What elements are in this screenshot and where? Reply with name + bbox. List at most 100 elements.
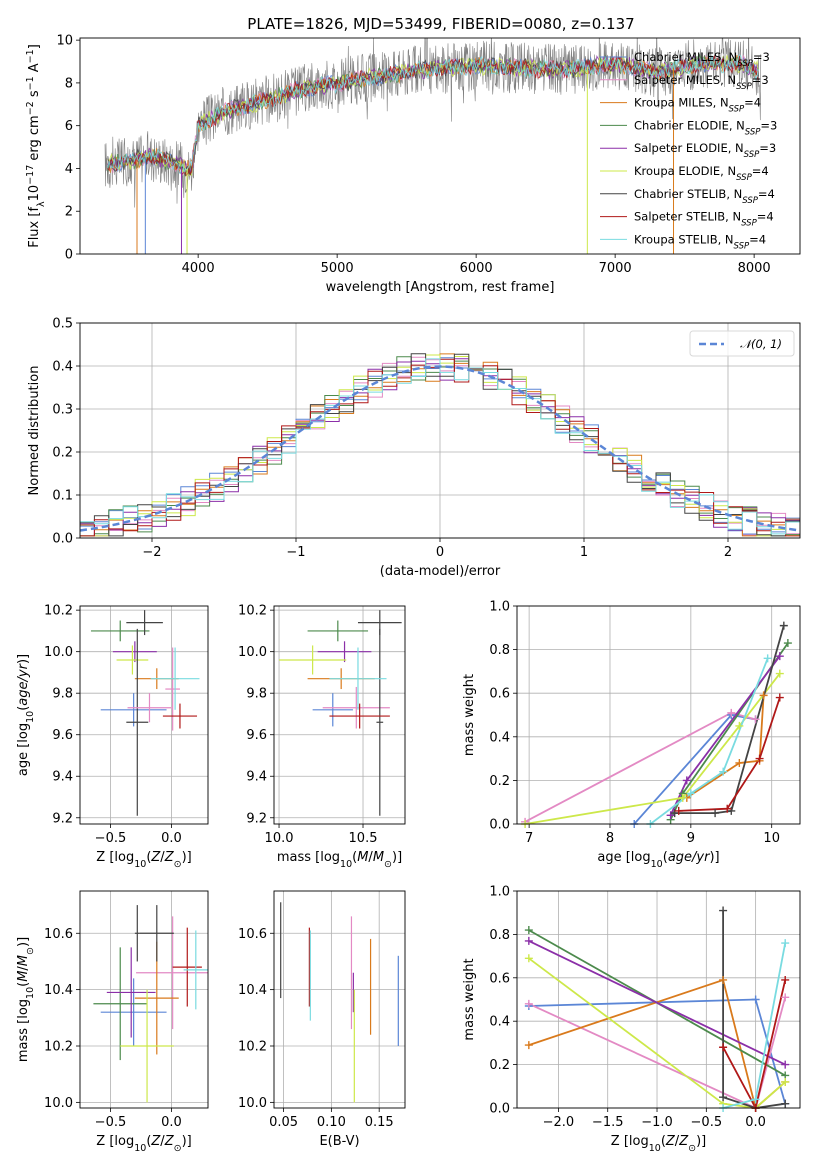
x-tick-label: −0.5 [95, 1115, 127, 1130]
label-part: erg cm [27, 115, 42, 164]
weight-point-marker [751, 995, 760, 1004]
label-part: =3 [760, 118, 777, 132]
label-part: Z [164, 1134, 175, 1149]
y-tick-label: 9.8 [52, 687, 73, 702]
weight-point-marker [727, 708, 736, 717]
legend-entry: Kroupa MILES, NSSP=4 [634, 96, 761, 115]
gaussian-reference-curve [80, 365, 800, 532]
weight-point-marker [735, 721, 744, 730]
axes-frame [79, 322, 801, 539]
label-part: SSP [745, 127, 761, 137]
x-tick-label: −2 [142, 545, 161, 560]
label-part: =4 [749, 232, 766, 246]
label-part: Kroupa ELODIE, N [634, 164, 736, 178]
weight-point-marker [783, 639, 792, 648]
label-part: SSP [741, 219, 757, 229]
label-part: Z [678, 1134, 689, 1149]
axes-frame [516, 890, 801, 1109]
weight-point-marker [781, 1077, 790, 1086]
spectrum-title: PLATE=1826, MJD=53499, FIBERID=0080, z=0… [247, 15, 634, 33]
y-tick-label: 0.2 [52, 446, 73, 461]
label-part: age/yr [16, 662, 31, 705]
label-part: ⊙ [688, 1143, 696, 1154]
label-part: age/yr [668, 850, 711, 865]
label-part: Z [150, 850, 161, 865]
x-axis-label: Z [log10(Z/Z⊙)] [96, 850, 191, 870]
y-tick-label: 0.4 [489, 1015, 510, 1030]
label-part: Kroupa STELIB, N [634, 232, 734, 246]
label-part: Kroupa MILES, N [634, 96, 729, 110]
weight-line [722, 910, 786, 1108]
plot-area [93, 905, 208, 1103]
weight-point-marker [775, 693, 784, 702]
label-part: Chabrier MILES, N [634, 50, 737, 64]
x-tick-label: 0.05 [269, 1115, 298, 1130]
weight-point-marker [751, 715, 760, 724]
plot-area [90, 610, 200, 816]
weight-point-marker [524, 1041, 533, 1050]
y-tick-label: 9.6 [52, 728, 73, 743]
label-part: )] [182, 850, 192, 865]
label-part: −1 [25, 49, 36, 63]
weight-point-marker [781, 993, 790, 1002]
y-tick-label: 10.4 [44, 983, 73, 998]
label-part: SSP [729, 105, 745, 115]
weight-point-marker [682, 776, 691, 785]
x-tick-label: −0.5 [691, 1115, 723, 1130]
legend-entry: 𝒩(0, 1) [740, 337, 782, 351]
label-part: =3 [753, 50, 770, 64]
weight-line [528, 940, 786, 1066]
label-part: Flux [f [27, 207, 42, 248]
label-part: 10 [25, 711, 36, 723]
weight-point-marker [678, 793, 687, 802]
weight-point-marker [524, 954, 533, 963]
weight-point-marker [674, 806, 683, 815]
y-tick-label: 10.0 [238, 1096, 267, 1111]
y-tick-label: 10.2 [238, 1040, 267, 1055]
axes-frame [79, 890, 209, 1109]
x-axis-label: E(B-V) [319, 1134, 359, 1149]
y-tick-label: 0.1 [52, 489, 73, 504]
label-part: 10 [134, 859, 146, 870]
y-tick-label: 10.0 [44, 1096, 73, 1111]
label-part: 10 [134, 1143, 146, 1154]
y-tick-label: 9.2 [52, 811, 73, 826]
weight-vs-metallicity-panel: −2.0 −1.5 −1.0 −0.5 0.0 0.0 0.2 0.4 0.6 0.8 1.0 Z [… [462, 885, 801, 1154]
legend-entry: Chabrier STELIB, NSSP=4 [634, 187, 775, 206]
weight-point-marker [670, 809, 679, 818]
y-tick-label: 0.2 [489, 1058, 510, 1073]
label-part: Chabrier STELIB, N [634, 187, 742, 201]
y-axis-label: Flux [fλ10−17 erg cm−2 s−1 A−1] [25, 44, 47, 248]
y-tick-label: 10.2 [44, 604, 73, 619]
y-tick-label: 0.4 [52, 360, 73, 375]
y-tick-label: 0.2 [489, 774, 510, 789]
weight-point-marker [711, 809, 720, 818]
weight-point-marker [666, 811, 675, 820]
label-part: ⊙ [174, 1143, 182, 1154]
x-tick-label: −1.5 [592, 1115, 624, 1130]
y-axis-label: age [log10(age/yr)] [16, 654, 36, 776]
legend-entry: Salpeter MILES, NSSP=3 [634, 73, 769, 92]
legend-entry: Salpeter STELIB, NSSP=4 [634, 210, 774, 229]
weight-point-marker [759, 691, 768, 700]
axes-frame [79, 605, 209, 825]
weight-line [678, 697, 781, 812]
weight-point-marker [781, 939, 790, 948]
y-tick-label: 0.8 [489, 643, 510, 658]
y-tick-label: 0.5 [52, 317, 73, 332]
age-vs-metallicity-panel: −0.5 0.09.29.49.69.810.010.2Z [log10(Z/Z⊙… [16, 604, 209, 870]
label-part: Z [665, 1134, 676, 1149]
weight-point-marker [719, 906, 728, 915]
plot-area [280, 902, 399, 1103]
axes-frame [273, 605, 406, 825]
x-tick-label: −1.0 [641, 1115, 673, 1130]
weight-line [722, 979, 787, 1108]
model-spectrum-line [107, 55, 759, 177]
weight-point-marker [781, 975, 790, 984]
weight-point-marker [719, 975, 728, 984]
label-part: ⊙ [174, 859, 182, 870]
x-tick-label: −2.0 [543, 1115, 575, 1130]
label-part: Z [150, 1134, 161, 1149]
residuals-panel: −2 −1 0 1 2 0.0 0.1 0.2 0.3 0.4 0.5 (data-model)/er… [27, 317, 801, 579]
label-part: )] [16, 937, 31, 947]
